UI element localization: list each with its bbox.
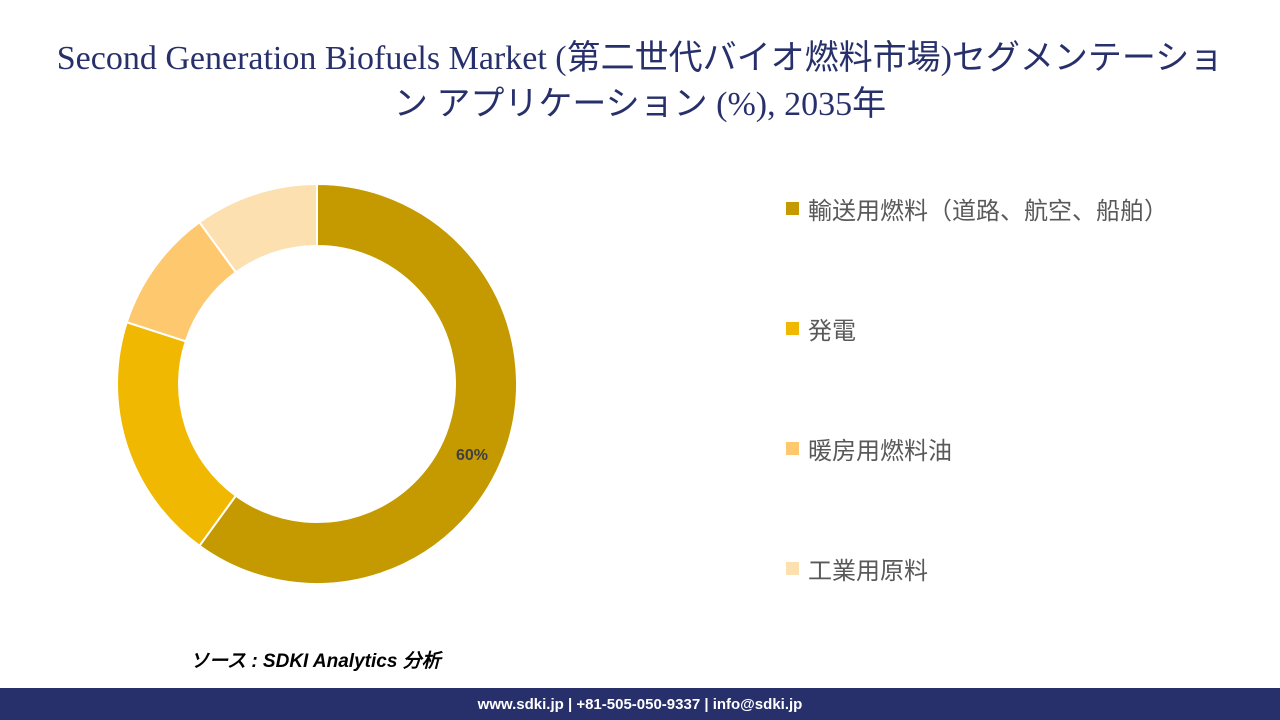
legend-item-3: 暖房用燃料油 (786, 426, 952, 470)
donut-slice-2 (116, 320, 238, 548)
footer-contact: www.sdki.jp | +81-505-050-9337 | info@sd… (477, 695, 803, 713)
legend-label-2: 発電 (808, 317, 856, 345)
legend-swatch-3 (786, 441, 799, 455)
legend-label-1: 輸送用燃料（道路、航空、船舶） (808, 197, 1168, 225)
legend-item-1: 輸送用燃料（道路、航空、船舶） (786, 186, 1168, 230)
legend-swatch-1 (786, 201, 799, 215)
legend-item-2: 発電 (786, 306, 856, 350)
legend-label-3: 暖房用燃料油 (808, 437, 952, 465)
donut-slice-4 (198, 182, 318, 274)
chart-title: Second Generation Biofuels Market (第二世代バ… (56, 40, 1224, 123)
donut-slice-1 (198, 182, 518, 585)
data-label-1: 60% (456, 447, 488, 464)
donut-chart: 60% (116, 182, 518, 585)
legend-label-4: 工業用原料 (808, 557, 928, 585)
legend-item-4: 工業用原料 (786, 546, 928, 590)
footer-bar: www.sdki.jp | +81-505-050-9337 | info@sd… (0, 688, 1280, 720)
legend-swatch-2 (786, 321, 799, 335)
legend-swatch-4 (786, 561, 799, 575)
source-note: ソース : SDKI Analytics 分析 (190, 651, 441, 672)
